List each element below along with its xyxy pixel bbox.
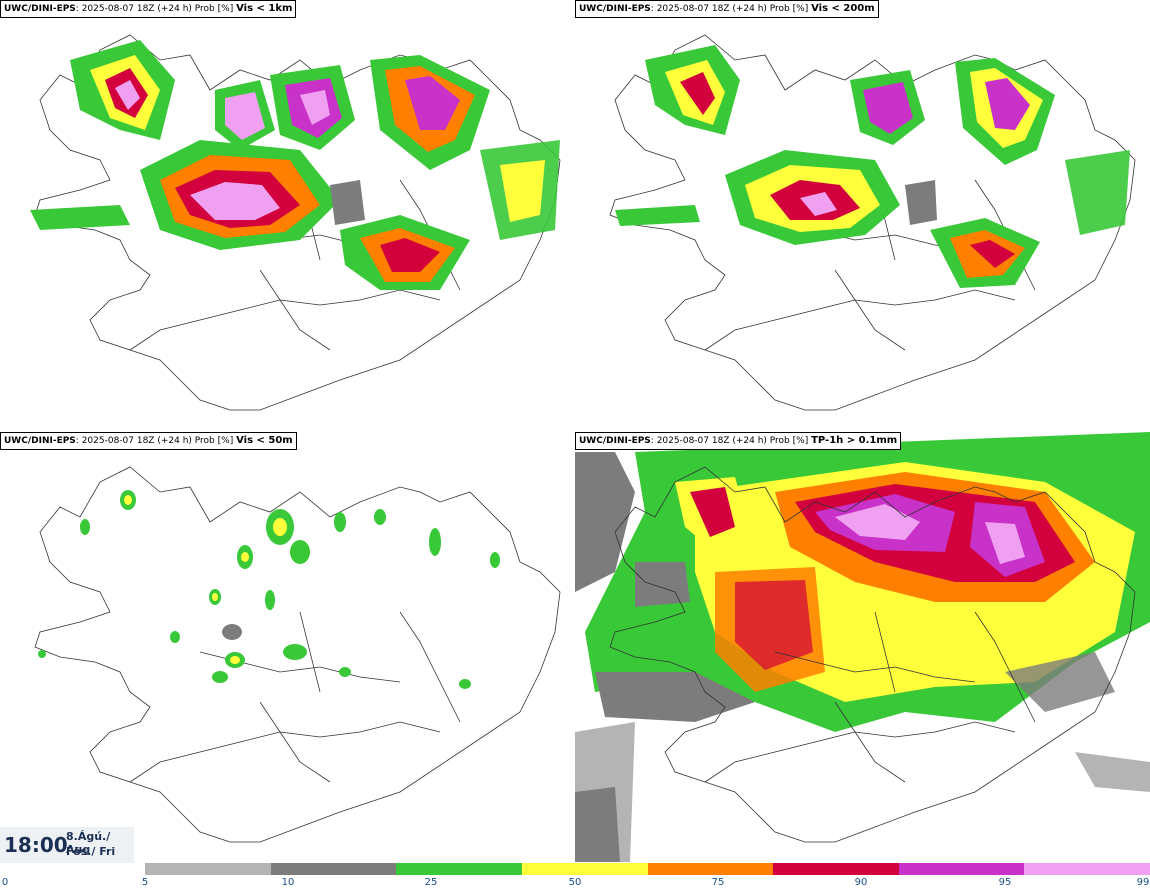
panel-title: UWC/DINI-EPS: 2025-08-07 18Z (+24 h) Pro…	[0, 0, 297, 18]
probability-field	[38, 490, 500, 689]
colorbar-tick-label: 95	[998, 877, 1012, 888]
map-canvas	[609, 34, 1136, 411]
probability-field	[30, 40, 560, 290]
colorbar-tick-label: 5	[141, 877, 149, 888]
map-canvas	[30, 34, 561, 411]
panel-title: UWC/DINI-EPS: 2025-08-07 18Z (+24 h) Pro…	[575, 0, 879, 18]
panel-title: UWC/DINI-EPS: 2025-08-07 18Z (+24 h) Pro…	[575, 432, 902, 450]
map-canvas	[34, 466, 561, 843]
map-canvas	[575, 432, 1150, 862]
colorbar-tick-label: 25	[424, 877, 438, 888]
map-panel-tp-1h: UWC/DINI-EPS: 2025-08-07 18Z (+24 h) Pro…	[575, 432, 1150, 862]
probability-field	[615, 45, 1130, 288]
colorbar-segment	[773, 863, 900, 875]
colorbar-segment	[1024, 863, 1150, 875]
colorbar-segment	[270, 863, 397, 875]
colorbar-tick-label: 99	[1136, 877, 1150, 888]
colorbar-segment	[145, 863, 272, 875]
map-panel-vis-1km: UWC/DINI-EPS: 2025-08-07 18Z (+24 h) Pro…	[0, 0, 575, 430]
colorbar-segment	[521, 863, 648, 875]
valid-date-line2: Fös./ Fri	[66, 845, 116, 858]
colorbar-tick-label: 75	[711, 877, 725, 888]
panel-title: UWC/DINI-EPS: 2025-08-07 18Z (+24 h) Pro…	[0, 432, 297, 450]
colorbar-segment	[898, 863, 1025, 875]
colorbar-segment	[647, 863, 774, 875]
colorbar-tick-label: 10	[281, 877, 295, 888]
map-panel-vis-200m: UWC/DINI-EPS: 2025-08-07 18Z (+24 h) Pro…	[575, 0, 1150, 430]
map-panel-vis-50m: UWC/DINI-EPS: 2025-08-07 18Z (+24 h) Pro…	[0, 432, 575, 862]
colorbar-segment	[396, 863, 523, 875]
colorbar	[145, 863, 1150, 875]
probability-field	[575, 432, 1150, 862]
colorbar-tick-label: 90	[854, 877, 868, 888]
colorbar-tick-label: 0	[1, 877, 9, 888]
valid-time: 18:00	[4, 833, 68, 857]
valid-date-line1: 8.Ágú./ Aug	[66, 830, 111, 856]
colorbar-tick-label: 50	[568, 877, 582, 888]
valid-time-box: 18:00 8.Ágú./ Aug Fös./ Fri	[0, 827, 134, 863]
